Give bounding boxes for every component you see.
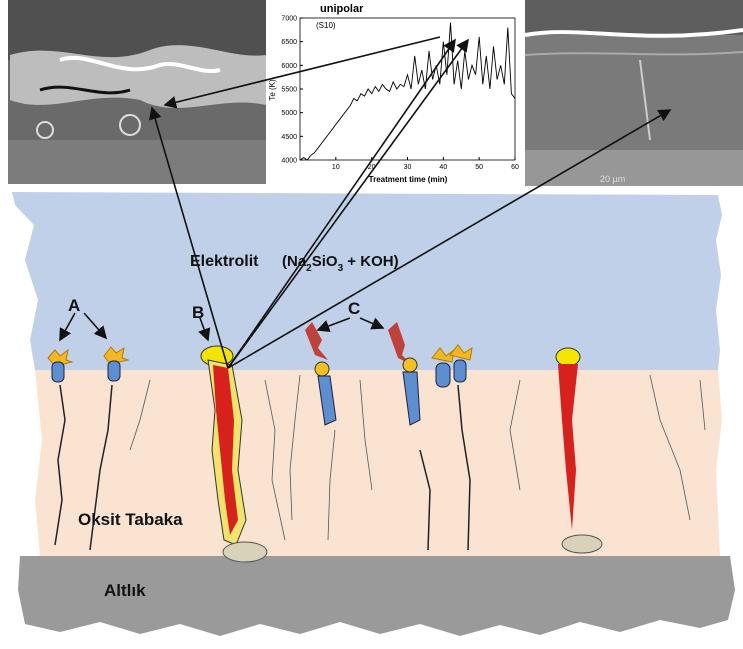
figure: 20 µm unipolar (S10) Treatment time (min…	[0, 0, 743, 649]
y-tick-label: 4500	[281, 134, 297, 141]
formula-part: + KOH)	[343, 253, 398, 270]
marker-label: B	[192, 303, 204, 322]
x-tick-label: 40	[439, 164, 447, 171]
y-tick-label: 5000	[281, 110, 297, 117]
y-tick-label: 4000	[281, 158, 297, 165]
x-tick-label: 10	[332, 164, 340, 171]
sem-image-right: 20 µm	[525, 0, 743, 186]
scale-bar-label: 20 µm	[600, 174, 625, 184]
y-tick-label: 6500	[281, 39, 297, 46]
formula-part: (Na	[282, 253, 307, 270]
inset-title: unipolar	[320, 3, 364, 15]
inset-subtitle: (S10)	[316, 21, 336, 30]
y-tick-label: 6000	[281, 63, 297, 70]
x-tick-label: 30	[404, 164, 412, 171]
y-tick-label: 5500	[281, 87, 297, 94]
formula-part: SiO	[312, 253, 338, 270]
x-tick-label: 50	[475, 164, 483, 171]
oxide-label: Oksit Tabaka	[78, 510, 183, 529]
y-tick-label: 7000	[281, 16, 297, 23]
inset-chart: unipolar (S10) Treatment time (min) Te (…	[268, 0, 524, 188]
electrolyte-region	[12, 192, 722, 370]
marker-label: C	[348, 299, 360, 318]
sem-image-left	[8, 0, 266, 184]
substrate-label: Altlık	[104, 581, 146, 600]
x-tick-label: 60	[511, 164, 519, 171]
marker-label: A	[68, 296, 80, 315]
y-axis-label: Te (K)	[268, 79, 277, 101]
electrolyte-label: Elektrolit	[190, 253, 259, 270]
x-axis-label: Treatment time (min)	[369, 175, 448, 184]
